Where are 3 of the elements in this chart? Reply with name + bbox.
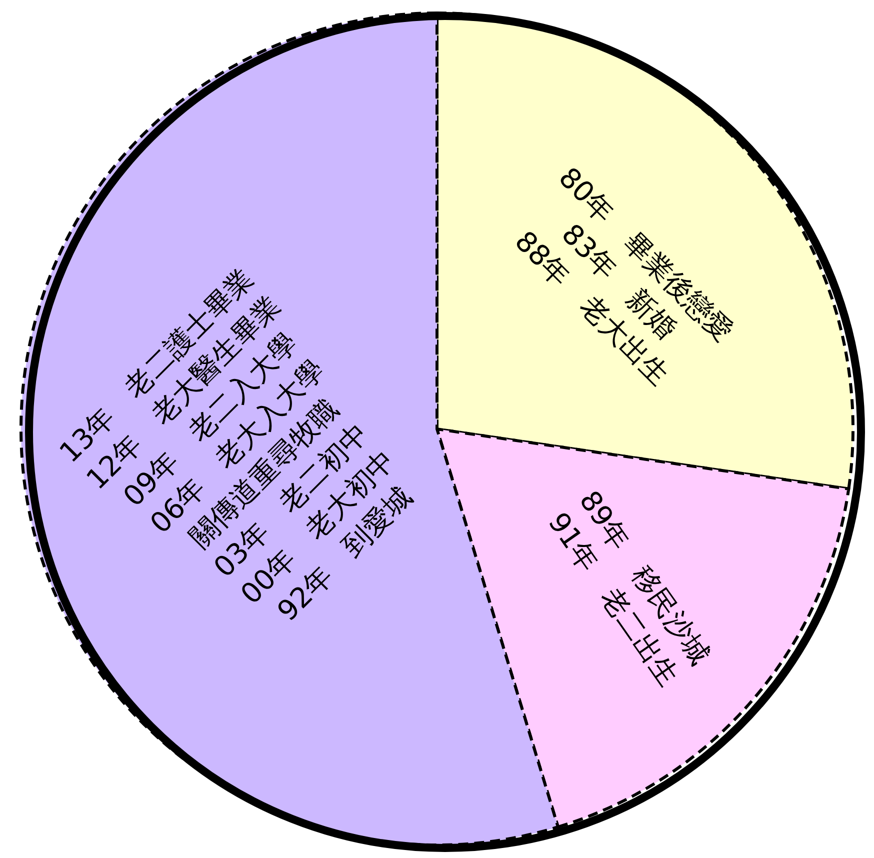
slice-label: 80年 畢業後戀愛 83年 新婚 88年 老大出生 bbox=[508, 160, 740, 392]
slice-label: 89年 移民沙城 91年 老二出生 bbox=[542, 484, 717, 692]
slice-label: 13年 老二護士畢業 12年 老大醫生畢業 09年 老二入大學 06年 老大入大學 關傳道重尋牧職 03年 老二初中 00年 老大初中 92年 到愛城 bbox=[53, 262, 418, 628]
